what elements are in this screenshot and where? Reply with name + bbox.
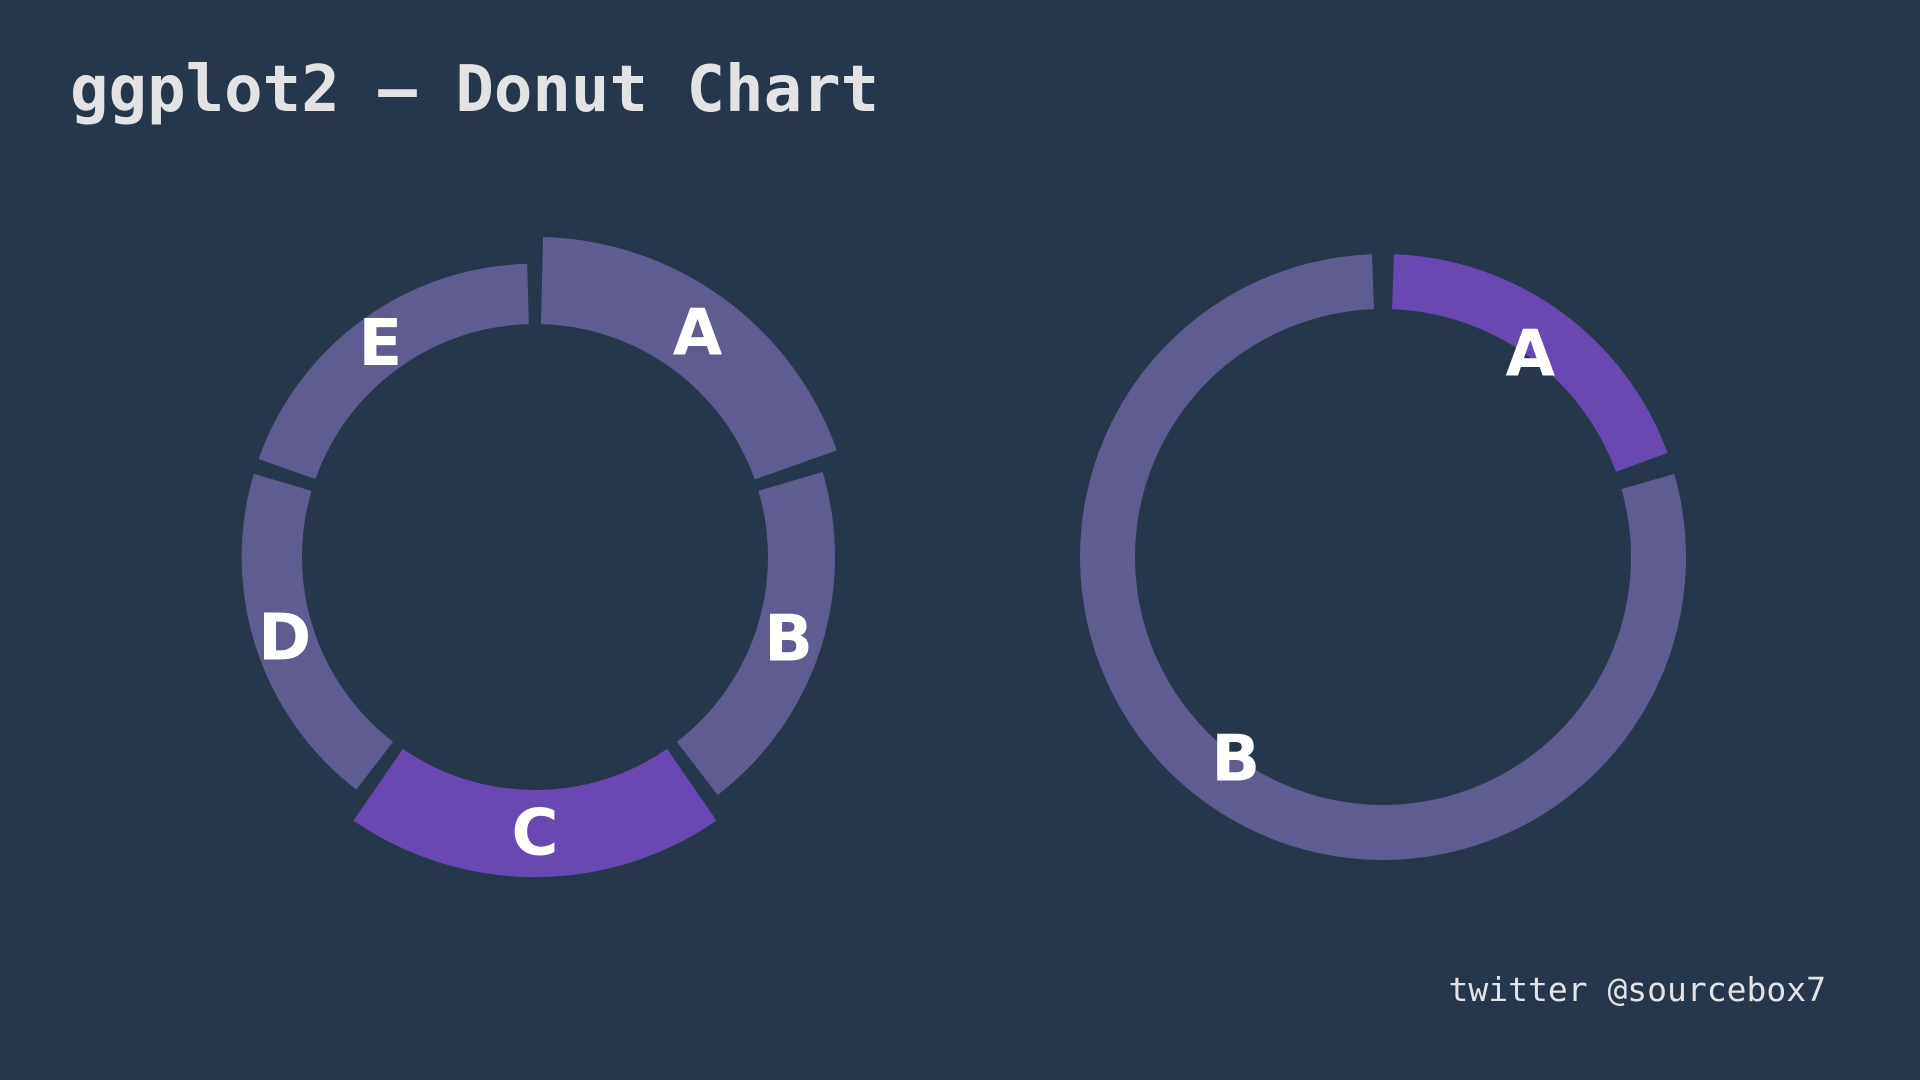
donut-1-segment-d [241,473,394,790]
donut-1-label-b: B [764,602,813,676]
donut-1-label-e: E [358,307,402,381]
donut-chart-1: A B C D E [241,237,837,878]
credit-text: twitter @sourcebox7 [1448,970,1827,1009]
donut-1-segment-e [258,263,529,480]
donut-1-segment-b [676,471,835,795]
donut-1-label-a: A [673,296,723,370]
donut-chart-2: AB [1080,254,1687,861]
donut-2-label-b: B [1211,723,1260,797]
donut-1-segment-a [540,237,837,480]
donut-1-label-c: C [512,797,559,871]
donut-1-label-d: D [258,601,311,675]
page-title: ggplot2 – Donut Chart [70,53,880,127]
donut-2-segment-a [1392,254,1668,472]
donut-2-label-a: A [1505,317,1555,391]
donut-1-segment-c [353,748,717,878]
